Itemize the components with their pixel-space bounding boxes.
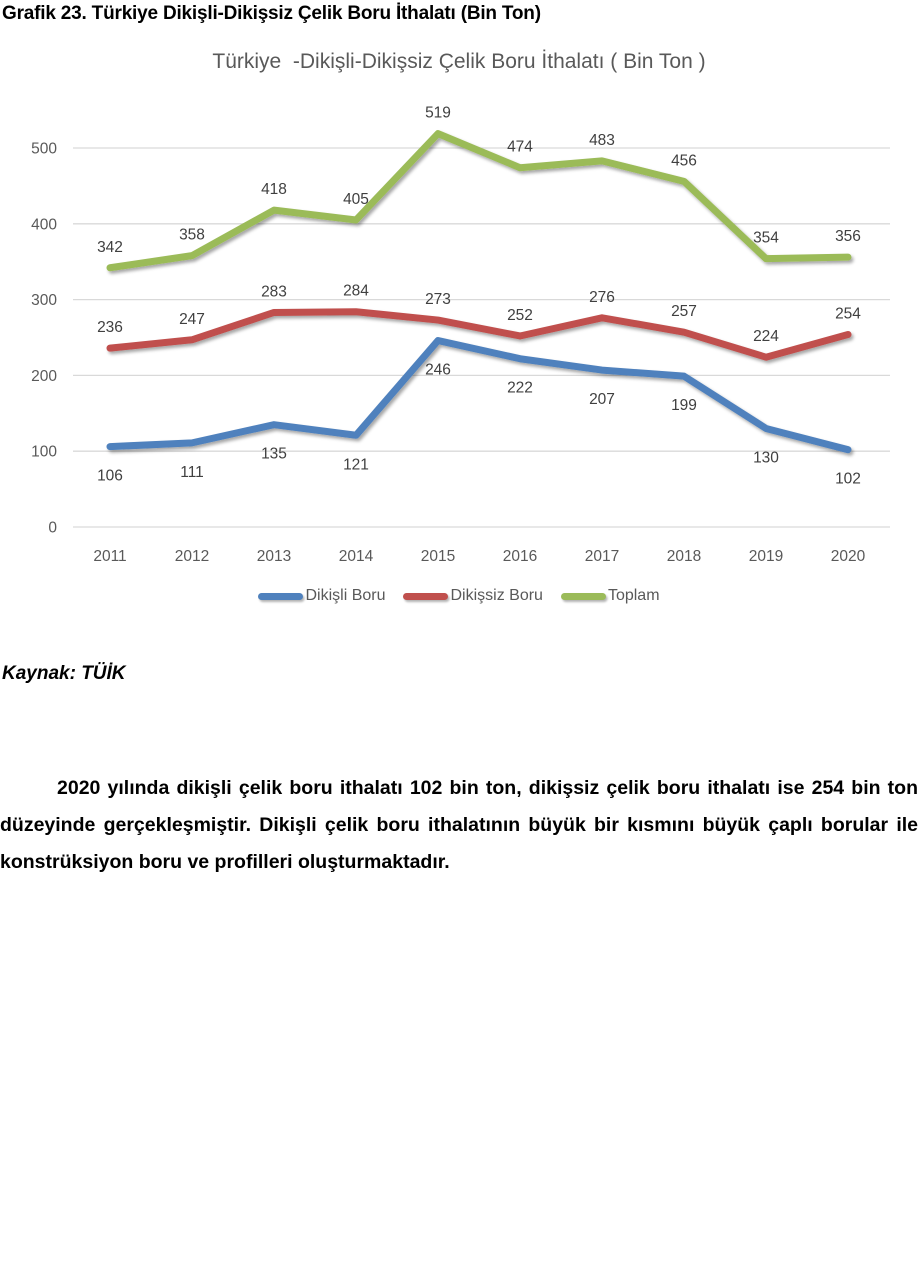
data-label: 356	[835, 228, 861, 245]
data-label: 358	[179, 227, 205, 244]
series-line-dikişsiz-boru	[106, 308, 852, 361]
y-axis-tick-label: 500	[31, 141, 57, 158]
x-axis-tick-label: 2014	[339, 548, 374, 565]
axis-labels: 0 100 200 300 400 500 2011 2012 2013 2014 2015 2016…	[31, 141, 865, 566]
x-axis-tick-label: 2017	[585, 548, 619, 565]
data-label: 283	[261, 283, 287, 300]
y-axis-tick-label: 400	[31, 216, 57, 233]
data-label: 252	[507, 307, 533, 324]
data-label: 418	[261, 181, 287, 198]
data-label: 224	[753, 328, 779, 345]
data-labels: 106 111 135 121 246 222 207 199 130 102 236 247 283 2…	[97, 105, 861, 488]
data-label: 102	[835, 471, 861, 488]
data-label: 405	[343, 191, 369, 208]
legend-marker-dikissiz-boru	[403, 592, 449, 600]
legend-item-dikissiz-boru: Dikişsiz Boru	[403, 587, 543, 605]
data-label: 247	[179, 311, 205, 328]
data-label: 111	[180, 464, 204, 481]
x-axis-tick-label: 2016	[503, 548, 537, 565]
chart-title: Türkiye -Dikişli-Dikişsiz Çelik Boru İth…	[212, 50, 706, 73]
data-label: 273	[425, 291, 451, 308]
data-label: 257	[671, 303, 697, 320]
x-axis-tick-label: 2013	[257, 548, 291, 565]
data-label: 130	[753, 449, 779, 466]
x-axis-tick-label: 2020	[831, 548, 866, 565]
series-line-toplam	[106, 130, 852, 272]
legend-marker-dikisli-boru	[258, 592, 304, 600]
series-line-dikişli-boru	[106, 337, 852, 454]
data-label: 106	[97, 468, 123, 485]
source-label: Kaynak: TÜİK	[2, 663, 126, 684]
legend-item-toplam: Toplam	[560, 587, 660, 605]
data-label: 354	[753, 230, 779, 247]
gridlines	[73, 147, 890, 528]
data-label: 519	[425, 105, 451, 122]
legend-label: Toplam	[607, 587, 660, 604]
data-label: 222	[507, 380, 533, 397]
chart-legend: Dikişli Boru Dikişsiz Boru Toplam	[0, 587, 918, 605]
y-axis-tick-label: 200	[31, 368, 57, 385]
body-paragraph: 2020 yılında dikişli çelik boru ithalatı…	[0, 777, 918, 873]
y-axis-tick-label: 300	[31, 292, 57, 309]
data-label: 246	[425, 362, 451, 379]
x-axis-tick-label: 2019	[749, 548, 783, 565]
legend-item-dikisli-boru: Dikişli Boru	[258, 587, 385, 605]
y-axis-tick-label: 0	[48, 520, 57, 537]
x-axis-tick-label: 2012	[175, 548, 209, 565]
data-label: 456	[671, 152, 697, 169]
legend-label: Dikişli Boru	[305, 587, 386, 604]
data-label: 199	[671, 397, 697, 414]
series-lines	[106, 130, 852, 454]
x-axis-tick-label: 2018	[667, 548, 701, 565]
x-axis-tick-label: 2011	[93, 548, 126, 565]
data-label: 135	[261, 446, 287, 463]
x-axis-tick-label: 2015	[421, 548, 455, 565]
legend-label: Dikişsiz Boru	[450, 587, 543, 604]
data-label: 342	[97, 239, 123, 256]
data-label: 254	[835, 305, 861, 322]
data-label: 284	[343, 283, 369, 300]
legend-marker-toplam	[560, 592, 606, 600]
data-label: 474	[507, 139, 533, 156]
data-label: 121	[343, 456, 369, 473]
data-label: 207	[589, 391, 615, 408]
data-label: 483	[589, 132, 615, 149]
y-axis-tick-label: 100	[31, 444, 57, 461]
chart-plot-area: 0 100 200 300 400 500 2011 2012 2013 2014 2015 2016…	[31, 105, 890, 566]
data-label: 276	[589, 289, 615, 306]
document-heading: Grafik 23. Türkiye Dikişli-Dikişsiz Çeli…	[2, 3, 541, 24]
data-label: 236	[97, 319, 123, 336]
